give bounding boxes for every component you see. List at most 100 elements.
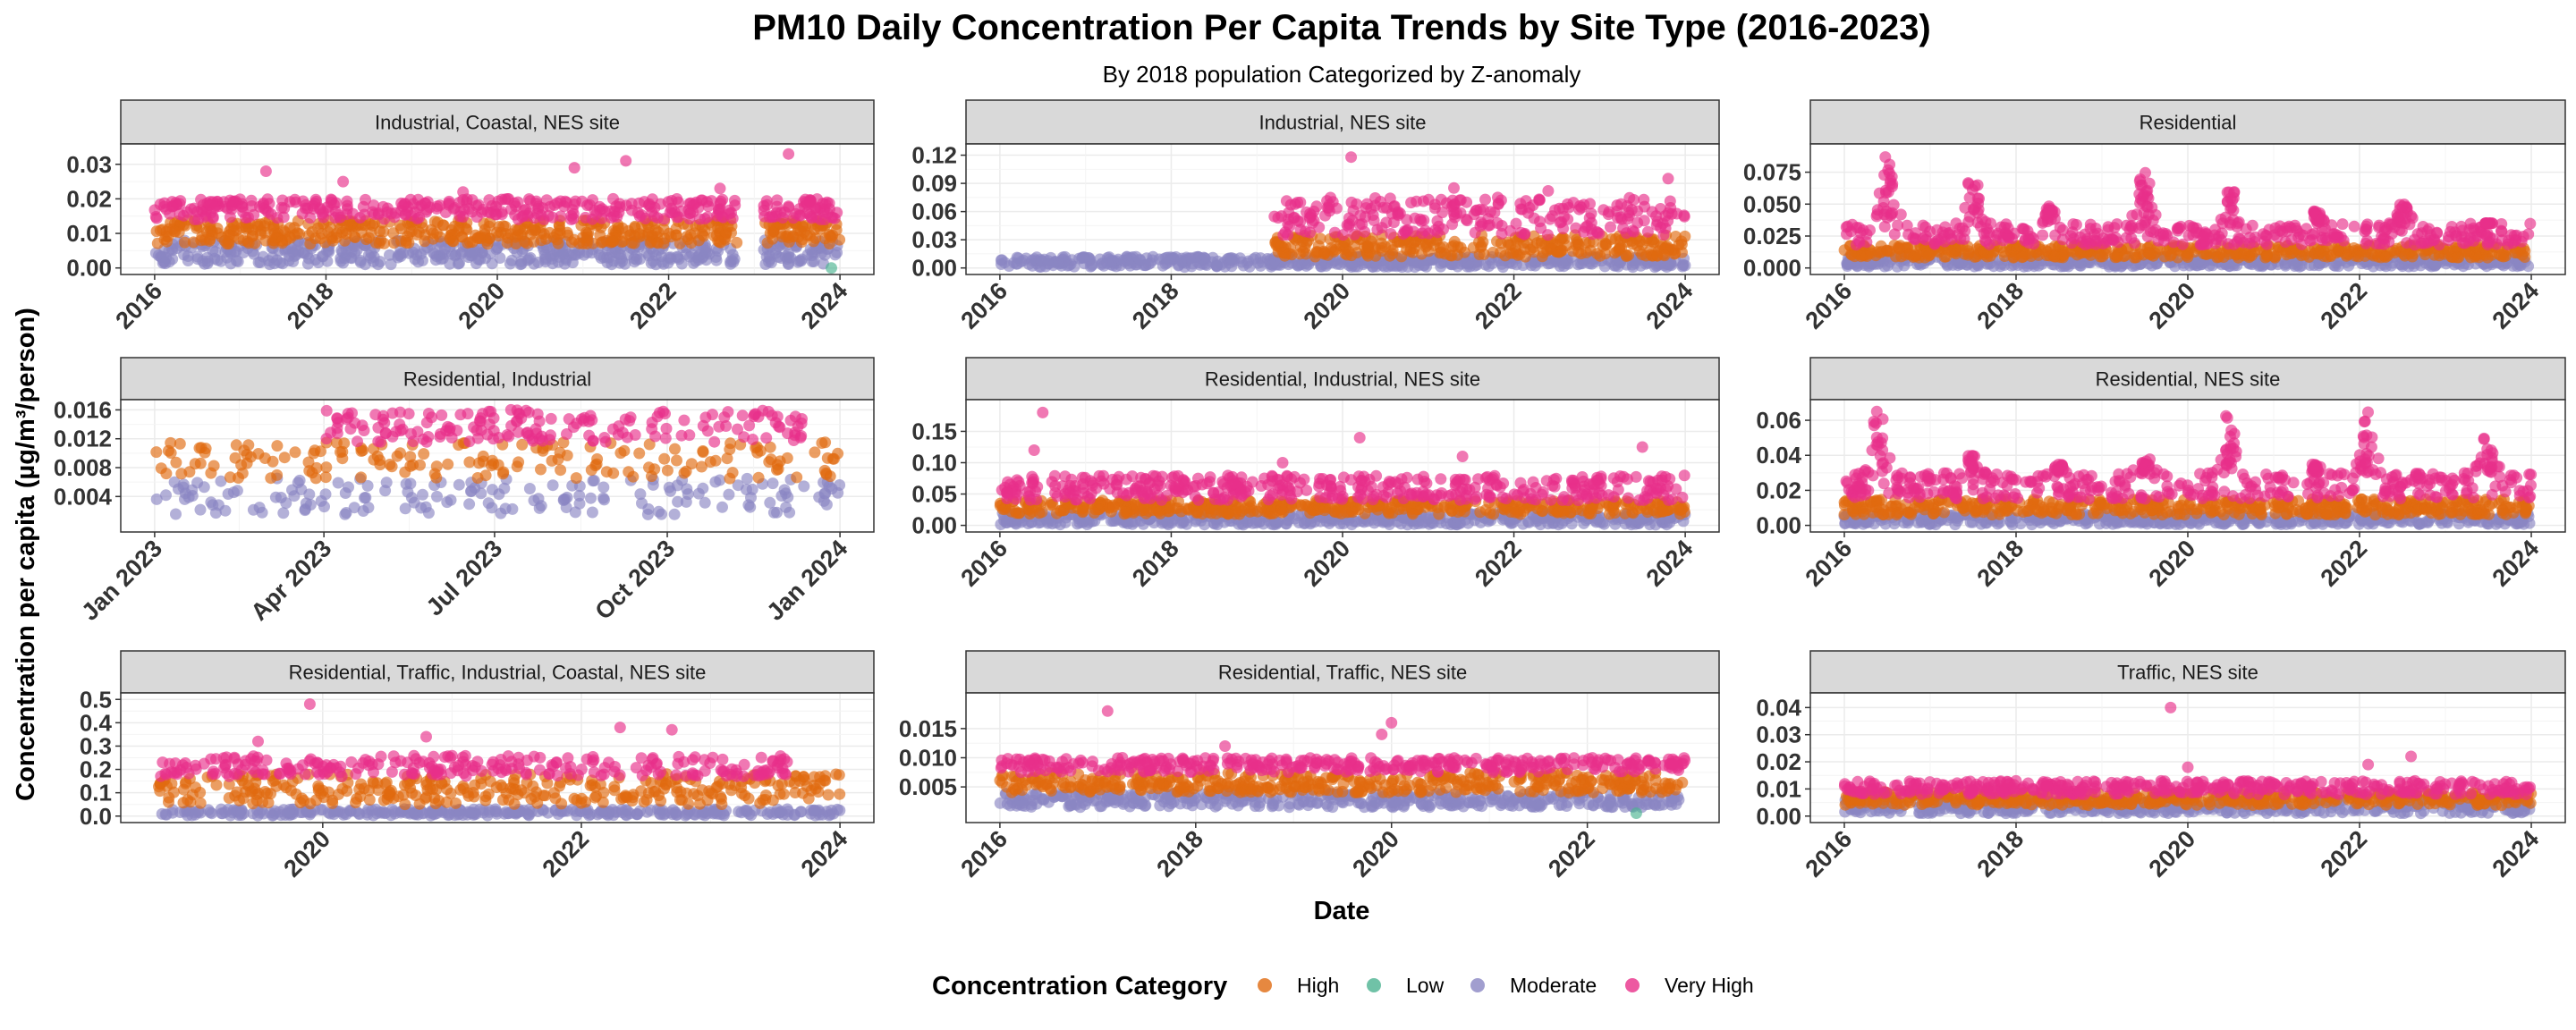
data-point-high — [529, 224, 541, 237]
data-point-high — [1475, 240, 1487, 252]
x-tick-label: 2024 — [2487, 277, 2545, 334]
data-point-very-high — [1968, 204, 1980, 216]
facet-strip-label: Industrial, Coastal, NES site — [375, 112, 620, 134]
y-tick-label: 0.01 — [66, 220, 112, 247]
data-point-moderate — [1174, 255, 1187, 267]
data-points — [995, 151, 1691, 274]
y-tick-label: 0.050 — [1743, 190, 1801, 217]
data-point-high — [652, 226, 665, 239]
data-point-high — [1876, 245, 1888, 258]
data-point-very-high — [702, 200, 715, 213]
data-point-high — [795, 236, 808, 249]
data-point-very-high — [1620, 227, 1632, 240]
data-point-very-high — [1557, 223, 1570, 235]
data-point-moderate — [741, 484, 752, 495]
data-point-moderate — [535, 500, 547, 512]
data-point-moderate — [1187, 258, 1199, 270]
data-point-very-high — [1980, 223, 1993, 235]
data-point-very-high — [504, 403, 517, 416]
data-point-very-high — [625, 204, 638, 216]
data-point-moderate — [191, 477, 204, 489]
data-point-very-high — [611, 211, 623, 223]
data-point-high — [791, 471, 803, 484]
data-point-very-high — [1272, 212, 1284, 224]
data-point-high — [204, 222, 216, 234]
data-point-very-high — [1544, 213, 1556, 225]
data-point-very-high — [1901, 219, 1913, 232]
data-point-high — [377, 225, 390, 238]
data-point-moderate — [1212, 255, 1224, 267]
data-point-very-high — [1402, 224, 1414, 236]
data-point-very-high — [512, 426, 524, 438]
data-point-high — [798, 225, 810, 238]
data-point-high — [671, 454, 682, 467]
data-point-moderate — [1165, 255, 1177, 267]
data-point-moderate — [1462, 257, 1475, 269]
data-point-high — [627, 470, 640, 483]
data-point-high — [2268, 250, 2281, 263]
data-point-high — [437, 219, 450, 232]
data-point-moderate — [742, 499, 755, 511]
data-point-moderate — [656, 508, 667, 520]
data-point-very-high — [493, 432, 505, 443]
x-axis: Jan 2023 Apr 2023 Jul 2023 Oct 2023 Jan 2024 — [76, 532, 852, 626]
x-axis: 2016 2018 2020 2022 2024 — [110, 274, 852, 334]
data-point-moderate — [547, 479, 559, 492]
data-point-very-high — [2336, 218, 2349, 231]
data-point-very-high — [512, 196, 524, 208]
data-point-high — [235, 459, 248, 471]
data-point-high — [237, 234, 250, 247]
data-point-very-high — [714, 182, 726, 195]
data-point-very-high — [1651, 215, 1664, 228]
data-point-moderate — [470, 258, 482, 270]
data-point-high — [685, 458, 698, 470]
data-point-moderate — [384, 249, 395, 261]
data-point-very-high — [307, 199, 319, 212]
data-point-moderate — [771, 506, 783, 519]
data-point-high — [179, 236, 191, 249]
panel-industrial-nes-site: Industrial, NES site0.000.030.060.090.12… — [911, 99, 1720, 334]
data-point-very-high — [563, 413, 575, 426]
data-point-very-high — [649, 430, 662, 443]
data-point-very-high — [2111, 218, 2123, 231]
data-point-very-high — [1345, 151, 1358, 164]
data-point-very-high — [424, 201, 436, 214]
data-point-moderate — [275, 492, 287, 503]
y-tick-label: 0.03 — [66, 151, 112, 178]
data-point-high — [820, 467, 833, 479]
data-point-high — [555, 464, 567, 477]
data-point-moderate — [798, 480, 810, 493]
data-point-very-high — [2228, 186, 2241, 198]
data-point-high — [1856, 249, 1868, 261]
y-tick-label: 0.016 — [54, 396, 112, 423]
data-point-high — [648, 463, 661, 476]
data-point-very-high — [1678, 210, 1690, 223]
data-point-very-high — [2039, 208, 2052, 221]
data-point-very-high — [2018, 223, 2030, 235]
x-tick-label: Jan 2023 — [76, 535, 167, 626]
x-tick-label: 2020 — [2144, 277, 2201, 334]
data-point-very-high — [1514, 198, 1527, 210]
y-tick-label: 0.12 — [911, 142, 957, 169]
data-point-very-high — [1907, 232, 1919, 244]
data-point-very-high — [1321, 201, 1334, 214]
data-point-high — [387, 227, 400, 240]
data-point-very-high — [199, 211, 211, 224]
data-point-moderate — [286, 484, 298, 496]
data-point-high — [699, 224, 711, 237]
x-tick-label: 2022 — [1470, 277, 1527, 334]
data-point-very-high — [447, 203, 460, 215]
data-point-moderate — [339, 508, 352, 520]
data-point-very-high — [2481, 217, 2493, 230]
data-point-high — [633, 447, 646, 460]
data-point-high — [471, 232, 484, 244]
data-point-very-high — [1969, 180, 1981, 192]
data-point-very-high — [337, 175, 350, 188]
data-point-very-high — [1368, 214, 1380, 226]
data-point-high — [1958, 248, 1970, 260]
data-point-very-high — [1392, 207, 1404, 220]
data-point-high — [306, 226, 318, 238]
data-point-very-high — [1641, 225, 1654, 238]
data-point-high — [319, 471, 332, 484]
data-point-very-high — [331, 412, 343, 425]
